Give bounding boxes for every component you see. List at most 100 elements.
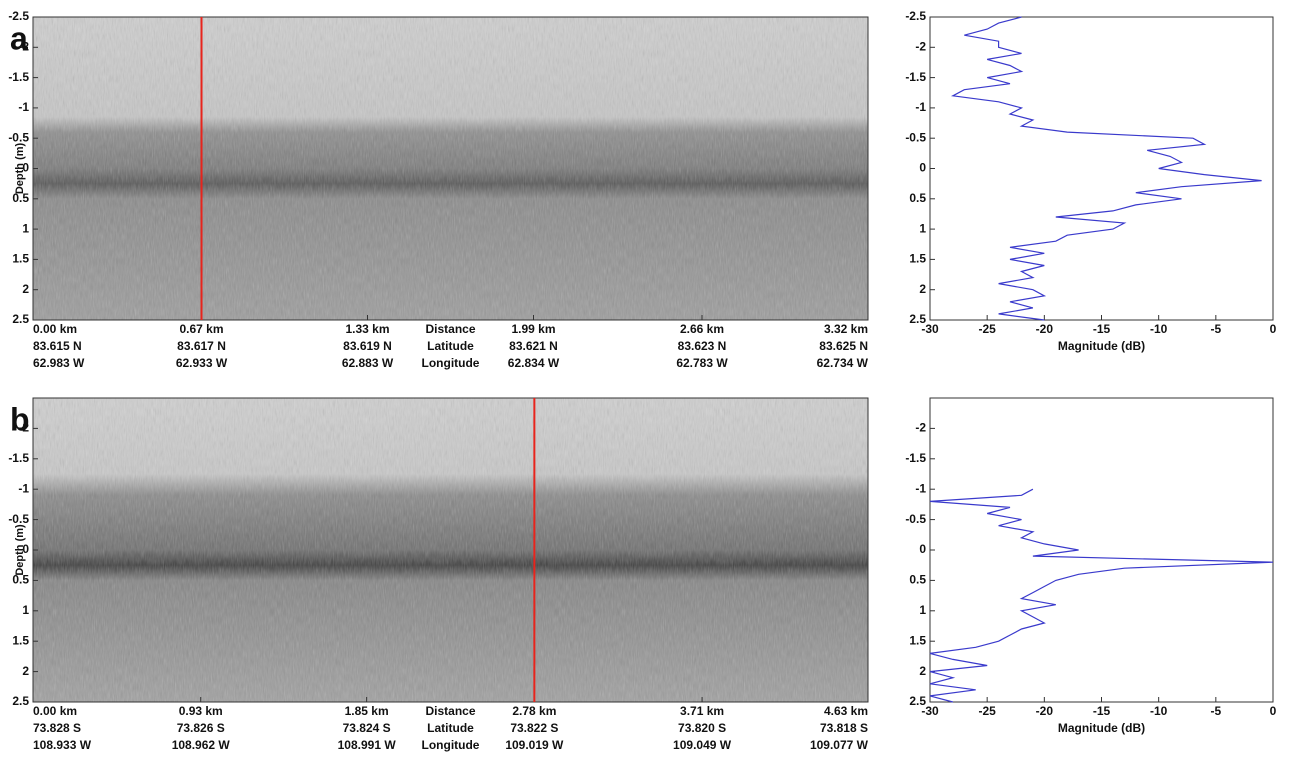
- y-tick-label: 0: [22, 161, 29, 175]
- profile-line: [950, 16, 1262, 321]
- longitude-label: 108.991 W: [338, 738, 397, 752]
- latitude-label: 83.623 N: [678, 339, 727, 353]
- longitude-label: 62.834 W: [508, 356, 560, 370]
- plot-frame: [929, 397, 1274, 703]
- x-tick-label: -15: [1093, 704, 1111, 718]
- y-tick-label: 0.5: [909, 191, 926, 205]
- longitude-label: 109.019 W: [505, 738, 564, 752]
- y-tick-label: -2.5: [8, 9, 29, 23]
- y-tick-label: 0.5: [12, 573, 29, 587]
- latitude-label: 73.824 S: [343, 721, 391, 735]
- y-tick-label: 2.5: [909, 312, 926, 326]
- x-tick-label: -15: [1093, 322, 1111, 336]
- y-tick-label: 1.5: [12, 252, 29, 266]
- plot-frame: [929, 16, 1274, 321]
- y-tick-label: 2: [919, 664, 926, 678]
- latitude-label: 73.818 S: [820, 721, 868, 735]
- y-tick-label: -2: [915, 39, 926, 53]
- y-tick-label: -1: [18, 481, 29, 495]
- y-tick-label: -0.5: [8, 512, 29, 526]
- row-label: Latitude: [427, 721, 474, 735]
- longitude-label: 62.983 W: [33, 356, 85, 370]
- y-tick-label: -1.5: [8, 70, 29, 84]
- latitude-label: 73.820 S: [678, 721, 726, 735]
- y-tick-label: 2: [919, 282, 926, 296]
- x-tick-label: 0: [1270, 704, 1277, 718]
- y-axis-label: Depth (m): [14, 524, 26, 576]
- y-tick-label: -2: [18, 421, 29, 435]
- x-tick-label: -20: [1036, 322, 1054, 336]
- y-tick-label: -1: [915, 100, 926, 114]
- distance-label: 0.00 km: [33, 322, 77, 336]
- y-tick-label: -2: [915, 421, 926, 435]
- x-tick-label: -30: [921, 704, 939, 718]
- y-tick-label: 0: [919, 161, 926, 175]
- y-tick-label: 2: [22, 282, 29, 296]
- latitude-label: 73.826 S: [177, 721, 225, 735]
- y-tick-label: -2.5: [905, 9, 926, 23]
- y-tick-label: 1.5: [909, 633, 926, 647]
- row-label: Distance: [425, 322, 475, 336]
- y-tick-label: -0.5: [905, 512, 926, 526]
- x-tick-label: -25: [978, 322, 996, 336]
- y-tick-label: 1: [919, 603, 926, 617]
- panel-label: b: [10, 401, 30, 437]
- y-tick-label: 2: [22, 664, 29, 678]
- latitude-label: 83.615 N: [33, 339, 82, 353]
- longitude-label: 62.933 W: [176, 356, 228, 370]
- distance-label: 3.32 km: [824, 322, 868, 336]
- x-axis-label: Magnitude (dB): [1058, 721, 1145, 735]
- y-tick-label: 0: [919, 542, 926, 556]
- y-tick-label: 2.5: [12, 694, 29, 708]
- distance-label: 2.66 km: [680, 322, 724, 336]
- y-tick-label: -1.5: [905, 70, 926, 84]
- longitude-label: 62.734 W: [817, 356, 869, 370]
- y-tick-label: 0: [22, 542, 29, 556]
- echogram-texture: [33, 398, 868, 702]
- y-tick-label: -2: [18, 39, 29, 53]
- distance-label: 0.00 km: [33, 704, 77, 718]
- y-tick-label: 1.5: [909, 252, 926, 266]
- row-label: Latitude: [427, 339, 474, 353]
- x-tick-label: -20: [1036, 704, 1054, 718]
- row-label: Longitude: [422, 738, 480, 752]
- latitude-label: 83.617 N: [177, 339, 226, 353]
- y-tick-label: -1.5: [8, 451, 29, 465]
- y-tick-label: 2.5: [909, 694, 926, 708]
- x-tick-label: -25: [978, 704, 996, 718]
- y-tick-label: 0.5: [909, 573, 926, 587]
- longitude-label: 62.783 W: [676, 356, 728, 370]
- x-tick-label: -10: [1150, 704, 1168, 718]
- distance-label: 3.71 km: [680, 704, 724, 718]
- distance-label: 0.93 km: [179, 704, 223, 718]
- longitude-label: 62.883 W: [342, 356, 394, 370]
- latitude-label: 83.619 N: [343, 339, 392, 353]
- y-tick-label: 1: [22, 603, 29, 617]
- distance-label: 1.99 km: [511, 322, 555, 336]
- latitude-label: 73.828 S: [33, 721, 81, 735]
- y-tick-label: 2.5: [12, 312, 29, 326]
- echogram-texture: [33, 17, 868, 320]
- longitude-label: 109.077 W: [810, 738, 869, 752]
- x-tick-label: -10: [1150, 322, 1168, 336]
- distance-label: 4.63 km: [824, 704, 868, 718]
- x-tick-label: -5: [1210, 704, 1221, 718]
- y-tick-label: -1: [18, 100, 29, 114]
- y-tick-label: 1: [919, 221, 926, 235]
- profile-line: [929, 488, 1274, 703]
- row-label: Distance: [425, 704, 475, 718]
- y-axis-label: Depth (m): [14, 143, 26, 195]
- latitude-label: 73.822 S: [510, 721, 558, 735]
- y-tick-label: -0.5: [905, 130, 926, 144]
- longitude-label: 109.049 W: [673, 738, 732, 752]
- y-tick-label: -1.5: [905, 451, 926, 465]
- distance-label: 0.67 km: [179, 322, 223, 336]
- distance-label: 1.85 km: [345, 704, 389, 718]
- latitude-label: 83.621 N: [509, 339, 558, 353]
- y-tick-label: -0.5: [8, 130, 29, 144]
- y-tick-label: 0.5: [12, 191, 29, 205]
- longitude-label: 108.962 W: [172, 738, 231, 752]
- x-tick-label: -30: [921, 322, 939, 336]
- longitude-label: 108.933 W: [33, 738, 92, 752]
